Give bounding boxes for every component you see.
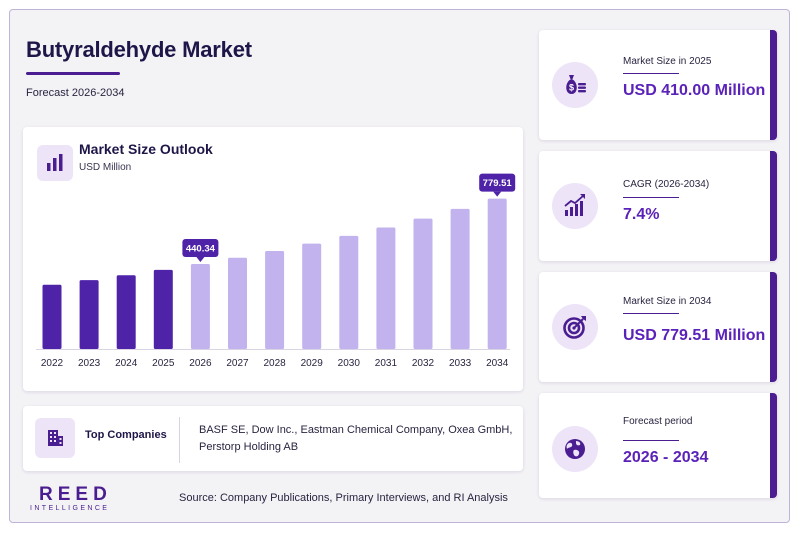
bar-2034 (487, 198, 507, 349)
growth-chart-icon (552, 183, 598, 229)
card-accent (770, 30, 777, 140)
card-accent (770, 393, 777, 498)
stat-label: Market Size in 2025 (623, 56, 712, 67)
callout-2034: 779.51 (479, 173, 516, 197)
svg-text:$: $ (569, 83, 574, 93)
bar-2028 (265, 250, 285, 349)
companies-label: Top Companies (85, 429, 167, 441)
building-icon (35, 418, 75, 458)
companies-divider (179, 417, 180, 463)
globe-icon (552, 426, 598, 472)
stat-label: Market Size in 2034 (623, 296, 712, 307)
x-tick-label: 2029 (301, 358, 324, 369)
stat-divider (623, 440, 679, 441)
bar-2024 (116, 275, 136, 349)
logo-tagline: INTELLIGENCE (30, 505, 110, 512)
companies-card (23, 406, 523, 471)
x-tick-label: 2031 (375, 358, 398, 369)
bar-2023 (79, 280, 99, 349)
page-title: Butyraldehyde Market (26, 37, 252, 62)
x-tick-label: 2032 (412, 358, 435, 369)
bar-chart-icon (37, 145, 73, 181)
bar-2027 (228, 257, 247, 349)
stat-card-forecast-period: Forecast period 2026 - 2034 (539, 393, 777, 498)
stat-card-cagr: CAGR (2026-2034) 7.4% (539, 151, 777, 261)
target-icon (552, 304, 598, 350)
stat-value: 7.4% (623, 206, 660, 223)
stat-divider (623, 73, 679, 74)
callout-2026: 440.34 (182, 239, 219, 263)
bar-2026 (190, 264, 210, 349)
companies-list: BASF SE, Dow Inc., Eastman Chemical Comp… (199, 424, 513, 453)
x-tick-label: 2034 (486, 358, 509, 369)
money-bag-icon: $ (552, 62, 598, 108)
x-tick-label: 2030 (338, 358, 361, 369)
card-accent (770, 272, 777, 382)
x-tick-label: 2027 (226, 358, 249, 369)
x-tick-label: 2025 (152, 358, 175, 369)
x-tick-label: 2026 (189, 358, 212, 369)
x-tick-label: 2024 (115, 358, 138, 369)
stat-card-market-2034: Market Size in 2034 USD 779.51 Million (539, 272, 777, 382)
bar-2030 (339, 235, 359, 349)
source-note: Source: Company Publications, Primary In… (179, 492, 508, 504)
x-tick-label: 2028 (263, 358, 286, 369)
page-subtitle: Forecast 2026-2034 (26, 87, 125, 99)
stat-value: USD 410.00 Million (623, 82, 766, 99)
bar-2025 (153, 269, 173, 349)
bar-2022 (42, 284, 62, 349)
x-tick-label: 2033 (449, 358, 472, 369)
stat-value: 2026 - 2034 (623, 449, 709, 466)
bar-2029 (302, 243, 322, 349)
data-label: 779.51 (483, 178, 513, 189)
logo-wordmark: REED (39, 484, 112, 505)
stat-label: Forecast period (623, 416, 693, 427)
chart-title: Market Size Outlook (79, 141, 213, 157)
x-tick-label: 2023 (78, 358, 101, 369)
bar-2031 (376, 227, 396, 349)
stat-label: CAGR (2026-2034) (623, 179, 710, 190)
stat-divider (623, 313, 679, 314)
chart-unit: USD Million (79, 162, 132, 173)
bar-2033 (450, 208, 470, 349)
x-tick-label: 2022 (41, 358, 64, 369)
card-accent (770, 151, 777, 261)
stat-card-market-2025: $ Market Size in 2025 USD 410.00 Million (539, 30, 777, 140)
data-label: 440.34 (186, 244, 216, 255)
bar-2032 (413, 218, 433, 349)
stat-divider (623, 197, 679, 198)
stat-value: USD 779.51 Million (623, 327, 766, 344)
title-underline (26, 72, 120, 75)
